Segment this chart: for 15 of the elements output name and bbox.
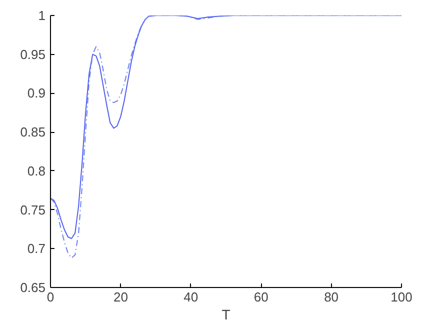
x-tick-label: 0 bbox=[46, 290, 54, 304]
x-tick-label: 80 bbox=[324, 290, 339, 304]
y-tick-label: 1 bbox=[38, 8, 46, 23]
y-tick-label: 0.95 bbox=[20, 46, 46, 62]
y-tick-label: 0.85 bbox=[20, 124, 46, 140]
x-tick-label: 20 bbox=[113, 290, 128, 304]
y-tick-label: 0.8 bbox=[27, 163, 46, 178]
x-axis-title: T bbox=[222, 306, 231, 322]
y-tick-label: 0.65 bbox=[20, 280, 46, 295]
y-tick-label: 0.75 bbox=[20, 202, 46, 218]
y-tick-label: 0.9 bbox=[27, 86, 46, 101]
x-tick-label: 100 bbox=[390, 290, 412, 304]
x-tick-label: 40 bbox=[184, 290, 198, 304]
x-tick-label: 60 bbox=[254, 290, 268, 304]
y-tick-label: 0.7 bbox=[27, 241, 46, 256]
